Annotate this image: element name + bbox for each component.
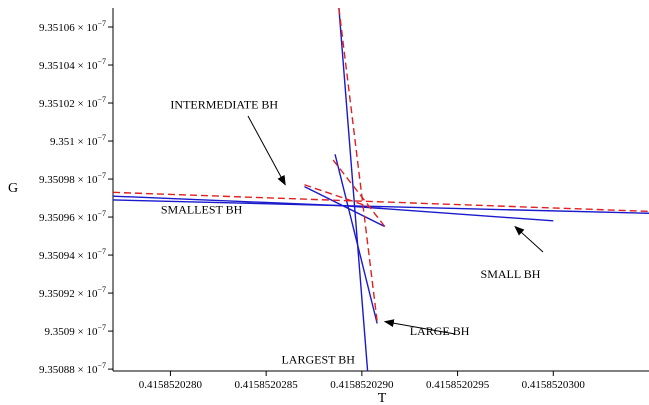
series-1-line-6	[334, 154, 378, 324]
y-tick-times: ×	[78, 364, 87, 376]
annotation-intermediate-bh: INTERMEDIATE BH	[170, 98, 278, 112]
y-tick-mantissa: 9.3509	[45, 326, 78, 338]
y-tick-times: ×	[78, 60, 87, 72]
x-tick-label: 0.4158520295	[426, 379, 490, 391]
series-layer	[113, 8, 649, 371]
y-tick-times: ×	[78, 326, 87, 338]
series-2-line-1	[113, 191, 649, 213]
series-1-line-4	[342, 204, 554, 222]
y-tick-mantissa: 9.35104	[39, 60, 78, 72]
y-tick-label: 9.35088 × 10−7	[39, 361, 106, 376]
y-tick-exponent: −7	[97, 323, 106, 332]
arrow-intermediate-bh	[247, 115, 286, 186]
y-axis-title: G	[8, 181, 18, 196]
x-tick-label: 0.4158520280	[139, 379, 203, 391]
y-tick-times: ×	[78, 288, 87, 300]
y-tick-label: 9.35096 × 10−7	[39, 209, 106, 224]
y-tick-label: 9.35106 × 10−7	[39, 19, 106, 34]
y-tick-label: 9.35102 × 10−7	[39, 95, 106, 110]
y-tick-base: 10	[86, 136, 98, 148]
y-tick-exponent: −7	[97, 133, 106, 142]
axes: 9.35088 × 10−79.3509 × 10−79.35092 × 10−…	[39, 8, 649, 391]
y-tick-base: 10	[86, 98, 98, 110]
plot-area	[113, 8, 649, 371]
x-tick-label: 0.4158520300	[522, 379, 586, 391]
arrow-large-bh	[383, 319, 456, 335]
y-tick-mantissa: 9.35092	[39, 288, 78, 300]
series-2-line-2	[338, 8, 378, 322]
y-tick-label: 9.35092 × 10−7	[39, 285, 106, 300]
y-tick-label: 9.35098 × 10−7	[39, 171, 106, 186]
series-1-line-3	[113, 199, 343, 207]
series-1-line-2	[342, 204, 649, 214]
y-tick-label: 9.35104 × 10−7	[39, 57, 106, 72]
y-tick-times: ×	[78, 212, 87, 224]
y-tick-exponent: −7	[97, 19, 106, 28]
y-tick-times: ×	[78, 250, 87, 262]
series-1-line-7	[304, 186, 386, 228]
y-tick-exponent: −7	[97, 95, 106, 104]
y-tick-base: 10	[86, 60, 98, 72]
x-tick-label: 0.4158520290	[330, 379, 394, 391]
y-tick-base: 10	[86, 364, 98, 376]
y-tick-mantissa: 9.35096	[39, 212, 78, 224]
y-tick-exponent: −7	[97, 209, 106, 218]
y-tick-exponent: −7	[97, 57, 106, 66]
y-tick-exponent: −7	[97, 285, 106, 294]
y-tick-base: 10	[86, 288, 98, 300]
series-2-line-4	[332, 159, 386, 227]
y-tick-label: 9.351 × 10−7	[50, 133, 106, 148]
y-tick-mantissa: 9.351	[50, 136, 78, 148]
x-axis-title: T	[378, 391, 387, 405]
series-2-line-3	[304, 184, 372, 209]
arrow-small-bh	[514, 225, 544, 253]
y-tick-base: 10	[86, 250, 98, 262]
y-tick-exponent: −7	[97, 247, 106, 256]
series-1-line-5	[338, 8, 369, 371]
y-tick-exponent: −7	[97, 171, 106, 180]
y-tick-mantissa: 9.35094	[39, 250, 78, 262]
x-tick-label: 0.4158520285	[235, 379, 299, 391]
y-tick-base: 10	[86, 212, 98, 224]
y-tick-mantissa: 9.35098	[39, 174, 78, 186]
y-tick-mantissa: 9.35106	[39, 22, 78, 34]
annotation-largest-bh: LARGEST BH	[281, 352, 355, 366]
y-tick-label: 9.35094 × 10−7	[39, 247, 106, 262]
y-tick-mantissa: 9.35102	[39, 98, 78, 110]
y-tick-times: ×	[78, 98, 87, 110]
y-tick-times: ×	[78, 136, 87, 148]
y-tick-times: ×	[78, 174, 87, 186]
y-tick-exponent: −7	[97, 361, 106, 370]
y-tick-base: 10	[86, 174, 98, 186]
y-tick-label: 9.3509 × 10−7	[45, 323, 106, 338]
y-tick-mantissa: 9.35088	[39, 364, 78, 376]
y-tick-times: ×	[78, 22, 87, 34]
annotation-small-bh: SMALL BH	[481, 267, 541, 281]
y-tick-base: 10	[86, 326, 98, 338]
y-tick-base: 10	[86, 22, 98, 34]
annotation-smallest-bh: SMALLEST BH	[161, 202, 243, 216]
